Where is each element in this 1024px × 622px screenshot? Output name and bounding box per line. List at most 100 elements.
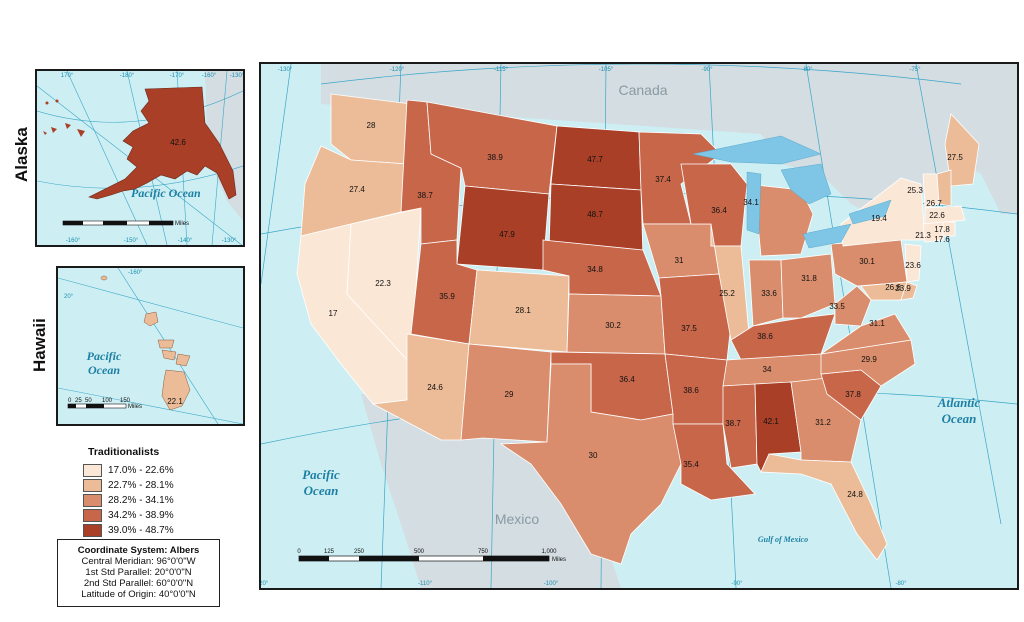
main-top-ticks: -130° -120° -115° -105° -90° -80° -75° <box>278 67 921 73</box>
legend-swatch <box>83 509 102 522</box>
graticule-tick-label: -115° <box>494 67 509 73</box>
state-value-IN: 33.6 <box>761 289 777 298</box>
mexico-land <box>361 394 621 588</box>
graticule-tick-label: -75° <box>909 67 921 73</box>
alaska-value: 42.6 <box>170 138 186 147</box>
alaska-state[interactable] <box>88 86 237 200</box>
state-value-NH: 26.7 <box>926 199 942 208</box>
state-value-NJ: 23.6 <box>905 261 921 270</box>
legend-title: Traditionalists <box>88 446 160 458</box>
state-value-GA: 31.2 <box>815 418 831 427</box>
pacific-ocean-line1: Pacific <box>302 467 340 482</box>
scale-number: 750 <box>478 549 489 555</box>
canada-label: Canada <box>618 82 667 98</box>
graticule-tick-label: -130° <box>222 238 237 244</box>
graticule-tick-label: -100° <box>544 581 559 587</box>
graticule-tick-label: -80° <box>895 581 907 587</box>
hawaii-top-tick: -160° <box>128 270 143 276</box>
graticule-tick-label: -90° <box>701 67 713 73</box>
hawaii-ocean-line2: Ocean <box>88 363 120 377</box>
state-value-AR: 38.6 <box>683 386 699 395</box>
state-value-NC: 29.9 <box>861 355 877 364</box>
great-lakes <box>692 135 892 249</box>
graticule-tick-label: -120° <box>390 67 405 73</box>
legend-item: 28.2% - 34.1% <box>83 493 174 508</box>
mexico-label: Mexico <box>495 511 540 527</box>
pacific-ocean-line2: Ocean <box>304 483 339 498</box>
legend-swatch <box>83 524 102 537</box>
graticule-tick-label: -150° <box>124 238 139 244</box>
svg-text:150: 150 <box>120 398 131 404</box>
graticule-tick-label: -120° <box>261 581 269 587</box>
alaska-scale-bar: Miles <box>62 220 189 227</box>
state-value-MN: 37.4 <box>655 175 671 184</box>
aleutian-islands <box>43 123 85 137</box>
hawaii-label: Hawaii <box>30 318 49 372</box>
state-value-WI: 36.4 <box>711 206 727 215</box>
state-value-MO: 37.5 <box>681 324 697 333</box>
legend-label: 39.0% - 48.7% <box>108 525 174 536</box>
graticule-tick-label: -130° <box>278 67 293 73</box>
state-value-VT: 25.3 <box>907 186 923 195</box>
legend: Traditionalists 17.0% - 22.6% 22.7% - 28.… <box>83 446 174 538</box>
graticule-tick-label: -140° <box>178 238 193 244</box>
central-meridian: Central Meridian: 96°0'0"W <box>81 556 196 567</box>
legend-item: 39.0% - 48.7% <box>83 523 174 538</box>
atlantic-ocean-line1: Atlantic <box>937 395 981 410</box>
legend-item: 34.2% - 38.9% <box>83 508 174 523</box>
state-value-KS: 30.2 <box>605 321 621 330</box>
hawaii-scale-bar: 0 25 50 100 150 Miles <box>67 398 142 410</box>
state-value-OR: 27.4 <box>349 185 365 194</box>
svg-text:Miles: Miles <box>175 221 189 227</box>
state-value-CT: 21.3 <box>915 231 931 240</box>
latitude-of-origin: Latitude of Origin: 40°0'0"N <box>81 589 196 600</box>
state-value-WA: 28 <box>367 121 376 130</box>
state-value-AZ: 24.6 <box>427 383 443 392</box>
graticule-tick-label: -160° <box>202 73 217 79</box>
state-value-NE: 34.8 <box>587 265 603 274</box>
state-value-DE: 23.9 <box>895 284 911 293</box>
legend-item: 22.7% - 28.1% <box>83 478 174 493</box>
svg-text:50: 50 <box>85 398 92 404</box>
hawaii-islands[interactable] <box>100 275 191 411</box>
legend-item: 17.0% - 22.6% <box>83 463 174 478</box>
state-value-TX: 30 <box>589 451 598 460</box>
legend-swatch <box>83 464 102 477</box>
graticule-tick-label: -105° <box>599 67 614 73</box>
state-value-labels: 28 27.4 17 22.3 38.7 38.9 47.9 35.9 24.6… <box>329 121 964 499</box>
svg-text:0: 0 <box>68 398 72 404</box>
alaska-ocean-label: Pacific Ocean <box>131 186 201 200</box>
graticule-tick-label: -180° <box>120 73 135 79</box>
state-value-PA: 30.1 <box>859 257 875 266</box>
graticule-tick-label: -80° <box>801 67 813 73</box>
scale-number: 125 <box>324 549 335 555</box>
alaska-inset-map[interactable]: 42.6 Pacific Ocean 170° -180° -170° -160° -1… <box>35 69 245 247</box>
graticule-tick-label: -160° <box>66 238 81 244</box>
second-std-parallel: 2nd Std Parallel: 60°0'0"N <box>83 578 194 589</box>
hawaii-ocean-line1: Pacific <box>87 349 122 363</box>
hawaii-inset-map[interactable]: -160° 20° 22.1 Pacific Ocean 0 25 50 100… <box>56 266 245 426</box>
main-map-svg: Canada Mexico Pacific Ocean Atlantic Oce… <box>261 64 1017 588</box>
us-states[interactable] <box>296 93 980 565</box>
state-value-MI: 34.1 <box>743 198 759 207</box>
legend-label: 28.2% - 34.1% <box>108 495 174 506</box>
state-value-ME: 27.5 <box>947 153 963 162</box>
legend-swatch <box>83 479 102 492</box>
state-value-IL: 25.2 <box>719 289 735 298</box>
state-value-LA: 35.4 <box>683 460 699 469</box>
state-value-VA: 31.1 <box>869 319 885 328</box>
state-value-CA: 17 <box>329 309 338 318</box>
state-value-WV: 33.5 <box>829 302 845 311</box>
state-value-OK: 36.4 <box>619 375 635 384</box>
legend-label: 22.7% - 28.1% <box>108 480 174 491</box>
hawaii-value: 22.1 <box>167 397 183 406</box>
graticule-tick-label: -170° <box>170 73 185 79</box>
state-value-IA: 31 <box>675 256 684 265</box>
state-value-ND: 47.7 <box>587 155 603 164</box>
main-us-map[interactable]: Canada Mexico Pacific Ocean Atlantic Oce… <box>259 62 1019 590</box>
state-value-WY: 47.9 <box>499 230 515 239</box>
state-value-RI2: 17.6 <box>934 235 950 244</box>
state-value-TN: 34 <box>763 365 772 374</box>
state-value-MA: 22.6 <box>929 211 945 220</box>
hawaii-inset-svg: -160° 20° 22.1 Pacific Ocean 0 25 50 100… <box>58 268 243 424</box>
